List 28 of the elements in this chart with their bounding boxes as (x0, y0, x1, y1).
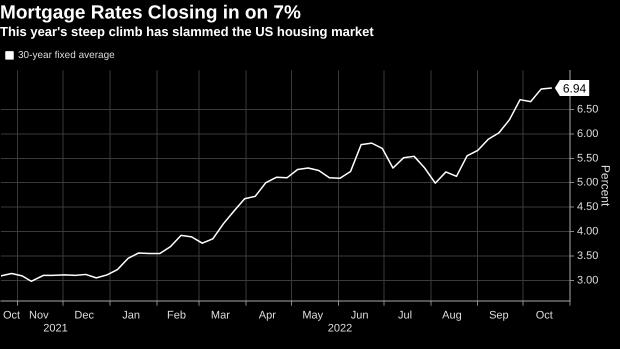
x-tick-label: Mar (210, 309, 230, 322)
y-tick-label: 6.00 (577, 128, 598, 140)
x-tick-label: Jul (398, 309, 412, 322)
text: 2021 (43, 322, 68, 334)
chart-title: Mortgage Rates Closing in on 7% (0, 2, 301, 24)
y-tick-label: 4.00 (577, 226, 598, 238)
x-tick-label: Oct (536, 309, 553, 322)
y-tick-label: 3.50 (577, 250, 598, 262)
data-label: 6.94 (562, 81, 587, 96)
y-axis-title: Percent (598, 164, 612, 207)
x-tick-label: Feb (167, 309, 186, 322)
x-tick-label: Jan (122, 309, 140, 322)
x-tick-label: Jun (350, 309, 369, 322)
y-tick-label: 5.00 (577, 176, 598, 189)
y-tick-label: 6.50 (577, 103, 598, 116)
y-tick-label: 5.50 (577, 152, 598, 164)
y-tick-label: 3.00 (577, 274, 598, 286)
x-tick-label: Aug (442, 309, 462, 322)
x-tick-label: Apr (258, 309, 276, 322)
x-tick-label: Oct (2, 309, 20, 322)
legend-label: 30-year fixed average (18, 50, 116, 62)
x-tick-label: May (302, 309, 324, 322)
x-tick-label: Sep (489, 309, 509, 322)
text: 2022 (328, 322, 352, 334)
x-tick-label: Nov (29, 309, 50, 322)
chart-subtitle: This year's steep climb has slammed the US housing market (0, 24, 374, 40)
y-tick-label: 4.50 (577, 201, 598, 214)
x-tick-label: Dec (74, 309, 94, 322)
